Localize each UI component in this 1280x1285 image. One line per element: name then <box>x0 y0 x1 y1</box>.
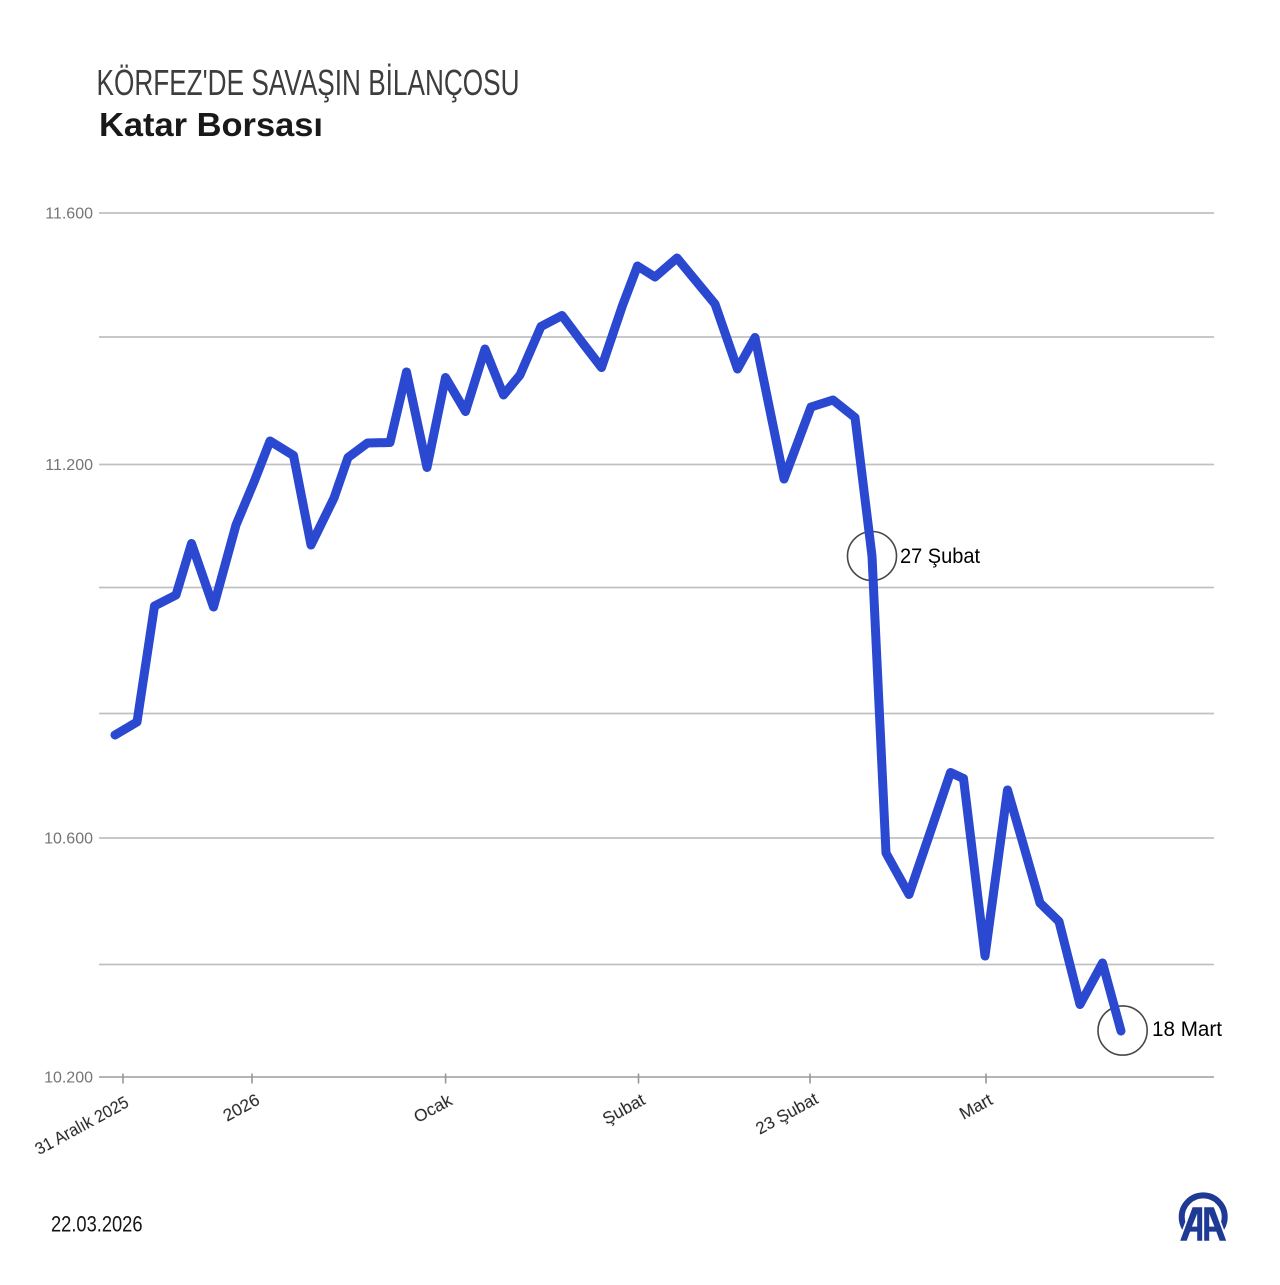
svg-text:18 Mart: 18 Mart <box>1152 1018 1222 1041</box>
svg-text:Katar Borsası: Katar Borsası <box>99 107 323 144</box>
svg-text:11.600: 11.600 <box>45 206 93 223</box>
svg-text:10.600: 10.600 <box>44 831 93 848</box>
svg-text:10.200: 10.200 <box>44 1070 93 1087</box>
svg-text:22.03.2026: 22.03.2026 <box>51 1211 143 1236</box>
svg-text:11.200: 11.200 <box>45 457 93 474</box>
svg-text:27 Şubat: 27 Şubat <box>900 544 980 568</box>
svg-text:KÖRFEZ'DE SAVAŞIN BİLANÇOSU: KÖRFEZ'DE SAVAŞIN BİLANÇOSU <box>97 62 520 103</box>
